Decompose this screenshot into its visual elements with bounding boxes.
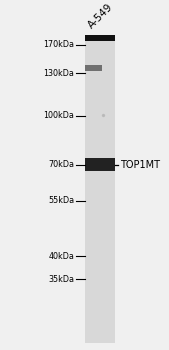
Text: 130kDa: 130kDa xyxy=(43,69,74,78)
Bar xyxy=(86,35,115,41)
Text: A-549: A-549 xyxy=(86,2,114,31)
Text: 100kDa: 100kDa xyxy=(43,111,74,120)
Text: 40kDa: 40kDa xyxy=(48,252,74,261)
Text: 35kDa: 35kDa xyxy=(48,274,74,284)
Text: 170kDa: 170kDa xyxy=(43,40,74,49)
Text: TOP1MT: TOP1MT xyxy=(120,160,160,170)
Bar xyxy=(86,158,115,171)
Text: 70kDa: 70kDa xyxy=(48,160,74,169)
Bar xyxy=(86,65,102,71)
Bar xyxy=(86,41,115,343)
Text: 55kDa: 55kDa xyxy=(48,196,74,205)
